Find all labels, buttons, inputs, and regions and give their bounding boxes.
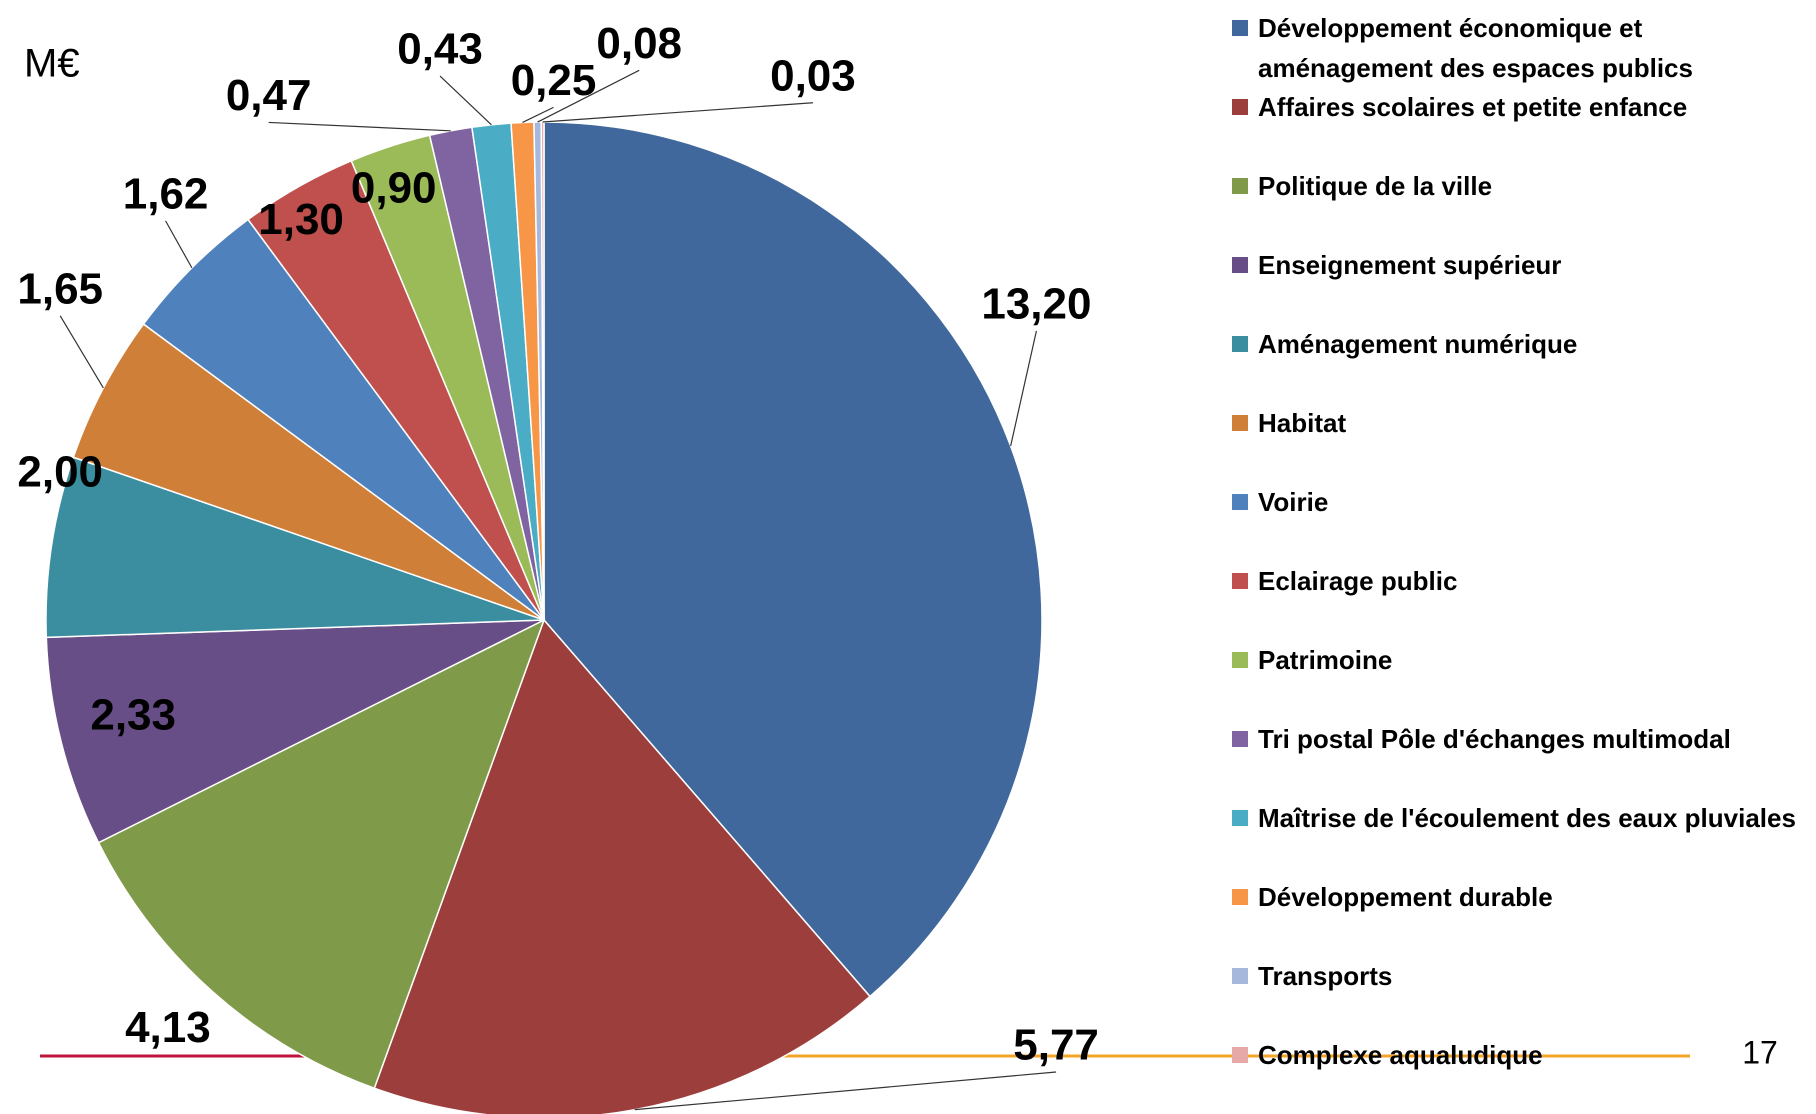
legend-swatch xyxy=(1232,178,1248,194)
legend-label: Enseignement supérieur xyxy=(1258,250,1562,280)
legend-item: Maîtrise de l'écoulement des eaux pluvia… xyxy=(1232,798,1796,838)
legend-label: Maîtrise de l'écoulement des eaux pluvia… xyxy=(1258,803,1796,833)
legend-swatch xyxy=(1232,415,1248,431)
leader-line xyxy=(1010,330,1037,447)
pie-slice xyxy=(373,618,872,1114)
leader-line xyxy=(522,106,554,124)
data-label: 0,43 xyxy=(397,25,483,74)
legend-item: Politique de la ville xyxy=(1232,166,1492,206)
pie-slice xyxy=(45,456,545,639)
legend-swatch xyxy=(1232,99,1248,115)
leader-line xyxy=(634,1071,1057,1111)
legend-swatch xyxy=(1232,968,1248,984)
legend-label: Politique de la ville xyxy=(1258,171,1493,201)
legend-item: Tri postal Pôle d'échanges multimodal xyxy=(1232,719,1731,759)
legend-swatch xyxy=(1232,731,1248,747)
data-label: 0,08 xyxy=(596,19,682,68)
legend-item: Aménagement numérique xyxy=(1232,324,1577,364)
data-label: 2,33 xyxy=(90,691,176,740)
legend-item: Développement économique et aménagement … xyxy=(1232,8,1798,88)
data-label: 4,13 xyxy=(125,1003,211,1052)
data-label: 0,25 xyxy=(511,56,597,105)
leader-line xyxy=(268,121,451,132)
legend-label: Patrimoine xyxy=(1258,645,1393,675)
leader-line xyxy=(439,75,492,126)
pie-slice xyxy=(72,322,545,621)
legend-label: Aménagement numérique xyxy=(1258,329,1578,359)
data-label: 1,62 xyxy=(123,169,209,218)
legend-swatch xyxy=(1232,20,1248,36)
page-number: 17 xyxy=(1742,1034,1778,1070)
unit-label: M€ xyxy=(24,42,80,86)
legend-swatch xyxy=(1232,810,1248,826)
legend-label: Développement durable xyxy=(1258,882,1553,912)
data-label: 0,90 xyxy=(351,164,437,213)
legend-label: Voirie xyxy=(1258,487,1329,517)
legend-swatch xyxy=(1232,652,1248,668)
legend-swatch xyxy=(1232,336,1248,352)
legend-item: Patrimoine xyxy=(1232,640,1392,680)
legend-label: Eclairage public xyxy=(1258,566,1458,596)
leader-line xyxy=(59,315,104,389)
legend-item: Développement durable xyxy=(1232,877,1553,917)
data-label: 1,30 xyxy=(258,195,344,244)
legend-label: Développement économique et aménagement … xyxy=(1258,13,1693,83)
legend-label: Affaires scolaires et petite enfance xyxy=(1258,92,1688,122)
leader-line xyxy=(537,69,640,123)
legend-item: Voirie xyxy=(1232,482,1328,522)
legend-swatch xyxy=(1232,494,1248,510)
data-label: 0,47 xyxy=(226,71,312,120)
legend-label: Habitat xyxy=(1258,408,1347,438)
leader-line xyxy=(165,220,193,269)
pie-slice xyxy=(45,619,545,844)
legend-item: Transports xyxy=(1232,956,1392,996)
data-label: 0,03 xyxy=(770,51,856,100)
data-label: 1,65 xyxy=(17,264,103,313)
legend-swatch xyxy=(1232,889,1248,905)
data-label: 5,77 xyxy=(1013,1021,1099,1070)
legend-swatch xyxy=(1232,1047,1248,1063)
leader-line xyxy=(542,102,813,123)
legend-item: Affaires scolaires et petite enfance xyxy=(1232,87,1687,127)
pie-slice xyxy=(97,618,546,1090)
legend-label: Tri postal Pôle d'échanges multimodal xyxy=(1258,724,1731,754)
legend-item: Complexe aqualudique xyxy=(1232,1035,1543,1075)
legend-swatch xyxy=(1232,573,1248,589)
data-label: 2,00 xyxy=(17,447,103,496)
legend-label: Complexe aqualudique xyxy=(1258,1040,1543,1070)
legend-item: Enseignement supérieur xyxy=(1232,245,1561,285)
data-label: 13,20 xyxy=(981,279,1091,328)
legend-item: Habitat xyxy=(1232,403,1346,443)
legend-item: Eclairage public xyxy=(1232,561,1457,601)
legend-swatch xyxy=(1232,257,1248,273)
legend-label: Transports xyxy=(1258,961,1393,991)
